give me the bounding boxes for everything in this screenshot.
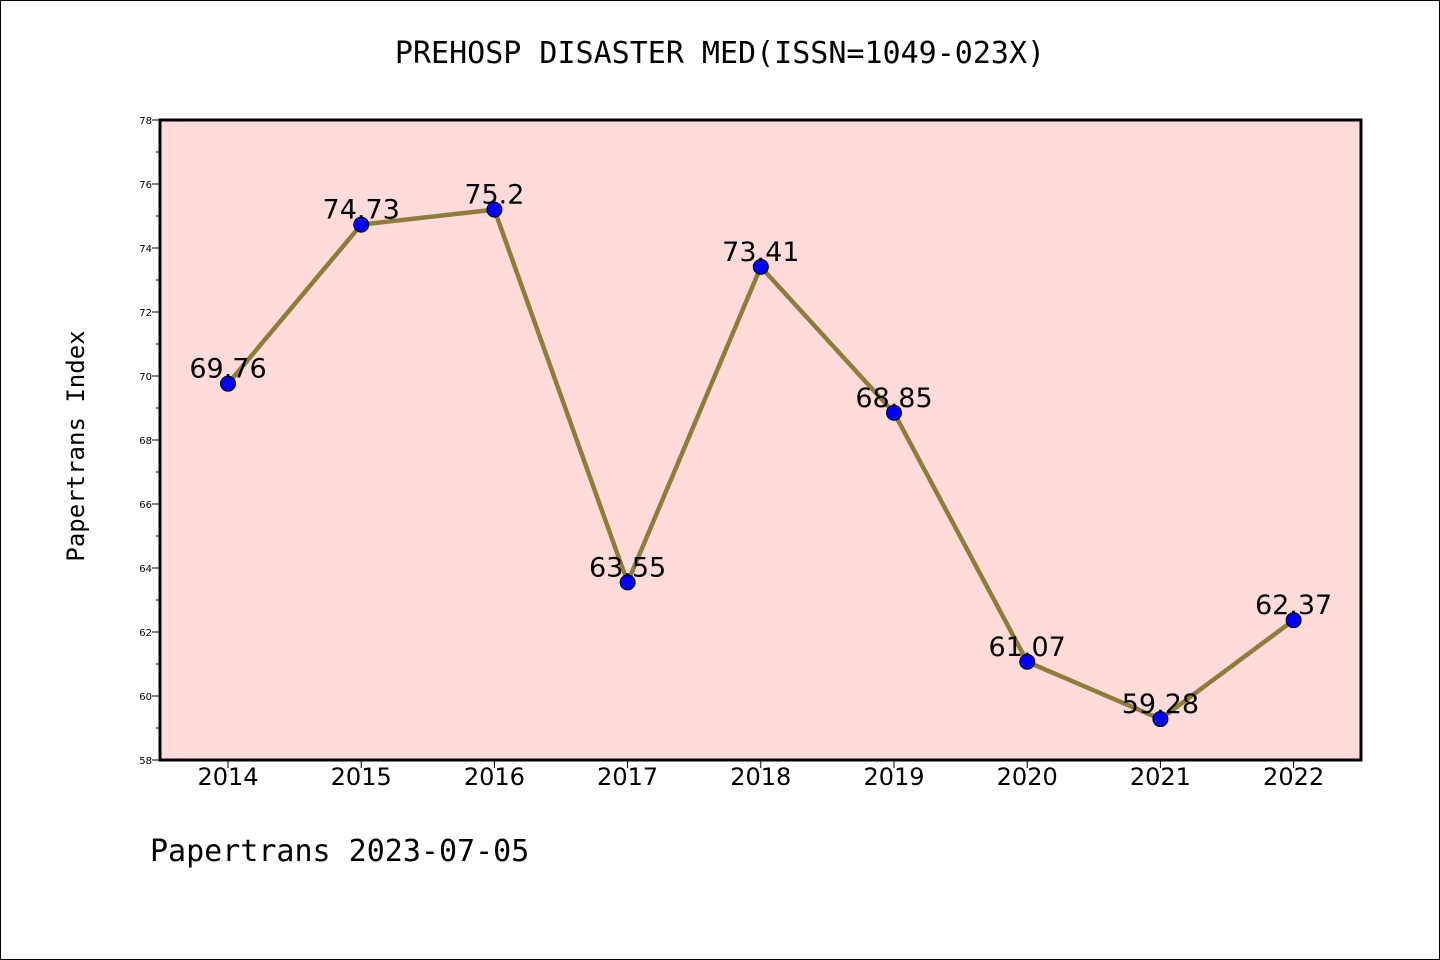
x-tick-label: 2015: [331, 763, 392, 791]
data-label: 69.76: [189, 354, 266, 385]
x-tick-label: 2017: [597, 763, 658, 791]
y-tick-label: 60: [139, 692, 152, 703]
y-tick-label: 58: [139, 756, 152, 767]
data-point: [1285, 612, 1302, 629]
data-point: [886, 404, 902, 421]
data-label: 61.07: [989, 632, 1066, 663]
data-label: 59.28: [1122, 689, 1199, 720]
data-point: [486, 201, 503, 218]
x-tick-label: 2021: [1130, 763, 1191, 791]
x-tick-label: 2022: [1263, 763, 1324, 791]
y-tick-label: 72: [139, 308, 152, 319]
y-tick-label: 68: [139, 436, 152, 447]
x-tick-label: 2016: [464, 763, 525, 791]
x-axis: 2014 2015 2016 2017 2018 2019 2020 2021 2022: [197, 760, 1324, 791]
data-label: 73.41: [722, 237, 799, 268]
data-point: [220, 375, 236, 392]
y-tick-label: 74: [139, 244, 152, 255]
y-tick-label: 64: [139, 564, 152, 575]
x-tick-label: 2020: [997, 763, 1058, 791]
data-point: [1152, 711, 1169, 728]
x-tick-label: 2018: [730, 763, 791, 791]
data-label: 68.85: [855, 383, 932, 414]
data-label: 74.73: [323, 195, 400, 226]
data-label: 62.37: [1255, 590, 1332, 621]
chart-title: PREHOSP DISASTER MED(ISSN=1049-023X): [394, 36, 1046, 71]
data-point: [619, 574, 636, 591]
x-tick-label: 2014: [197, 763, 258, 791]
data-point: [1019, 653, 1036, 670]
data-point: [752, 258, 769, 275]
y-tick-label: 70: [139, 372, 152, 383]
data-label: 63.55: [589, 552, 666, 583]
plot-border: [158, 118, 1363, 762]
footer-text: Papertrans 2023-07-05: [150, 834, 530, 869]
y-tick-label: 62: [139, 628, 152, 639]
y-tick-label: 66: [139, 500, 152, 511]
data-point: [353, 216, 370, 233]
data-labels: 69.76 74.73 75.2 63.55 73.41 68.85 61.07 59.28 6…: [189, 180, 1332, 720]
y-tick-label: 76: [139, 180, 152, 191]
y-axis: 58 60 62 64 66 68 70 72 74 76 78: [139, 116, 160, 767]
y-tick-label: 78: [139, 116, 152, 127]
series-markers: [220, 201, 1302, 728]
x-tick-label: 2019: [863, 763, 924, 791]
data-label: 75.2: [464, 180, 524, 211]
